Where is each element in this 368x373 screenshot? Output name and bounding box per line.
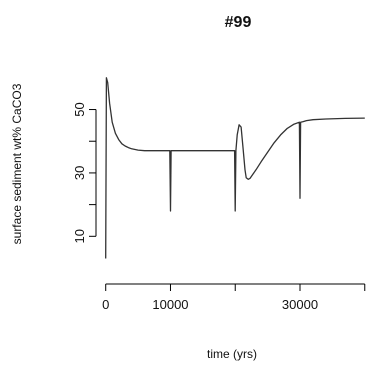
- series-line-0: [105, 77, 365, 259]
- y-tick-label-10: 10: [72, 229, 87, 243]
- x-tick-label-0: 0: [102, 297, 109, 312]
- x-axis-label: time (yrs): [207, 347, 257, 361]
- y-tick-label-50: 50: [72, 102, 87, 116]
- x-tick-label-30000: 30000: [282, 297, 318, 312]
- plot-area: 10 30 50 0 10000 30000: [72, 77, 366, 312]
- y-tick-label-30: 30: [72, 166, 87, 180]
- chart-title: #99: [225, 14, 252, 31]
- x-tick-label-10000: 10000: [152, 297, 188, 312]
- y-axis-label: surface sediment wt% CaCO3: [10, 83, 24, 244]
